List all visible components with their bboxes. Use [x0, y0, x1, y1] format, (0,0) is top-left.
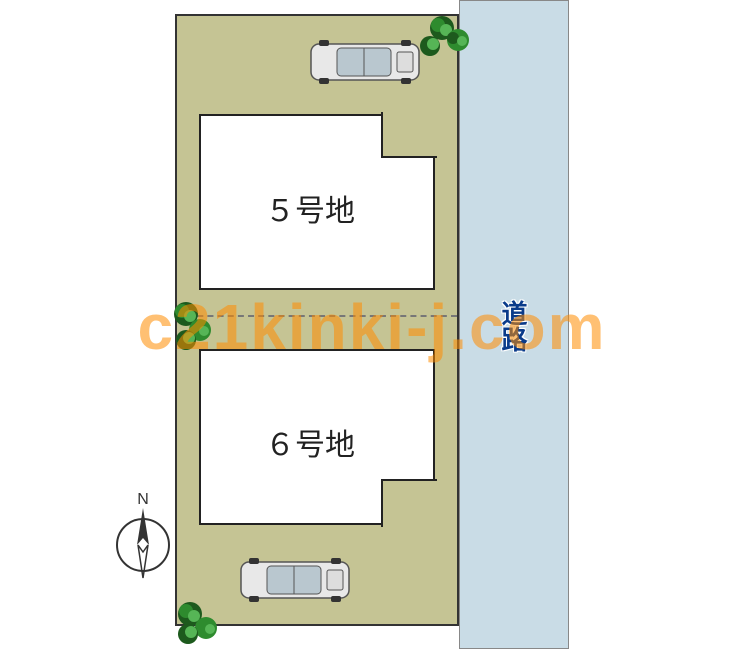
compass-label: N	[137, 491, 149, 508]
car-lot5	[305, 36, 425, 93]
lot6-label: ６号地	[265, 420, 355, 464]
site-plan-canvas: 道路 ５号地 ６号地	[0, 0, 744, 649]
road-label: 道路	[495, 300, 532, 352]
car-lot6	[235, 554, 355, 611]
compass-north: N	[108, 490, 178, 585]
building-lot5-notch	[381, 112, 437, 158]
lot-divider	[177, 315, 457, 317]
lot5-label: ５号地	[265, 186, 355, 230]
building-lot6-notch	[381, 479, 437, 527]
plot-area	[175, 14, 459, 626]
